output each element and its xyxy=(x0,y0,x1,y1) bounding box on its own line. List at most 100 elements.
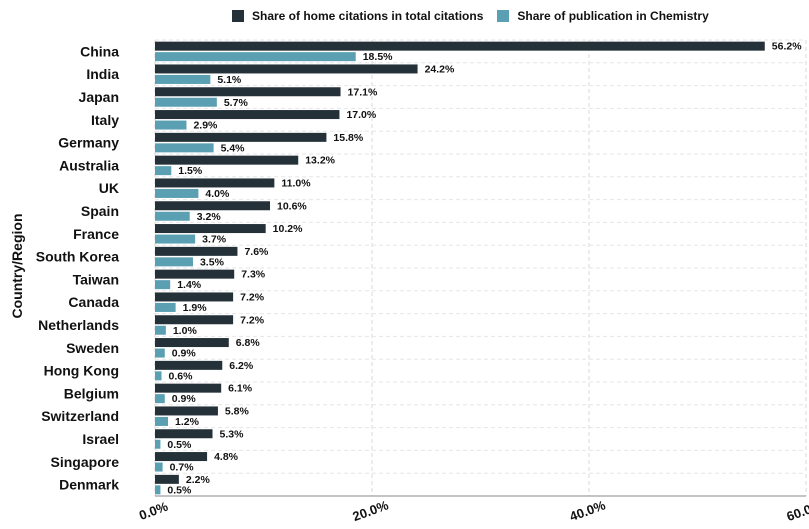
data-label-chemistry: 1.9% xyxy=(183,302,208,314)
data-label-home-citations: 4.8% xyxy=(214,451,239,463)
data-label-chemistry: 0.9% xyxy=(172,393,197,405)
data-label-chemistry: 5.1% xyxy=(217,74,242,86)
bar-home-citations xyxy=(155,110,340,120)
bar-chemistry xyxy=(155,74,211,84)
bar-home-citations xyxy=(155,315,234,325)
category-label: Hong Kong xyxy=(44,363,119,379)
data-label-home-citations: 7.2% xyxy=(240,291,265,303)
bar-chemistry xyxy=(155,143,214,153)
category-label: Canada xyxy=(68,294,119,310)
bar-chemistry xyxy=(155,485,161,495)
data-label-chemistry: 5.4% xyxy=(221,142,246,154)
category-label: Belgium xyxy=(64,385,119,401)
bar-chemistry xyxy=(155,280,171,290)
data-label-chemistry: 3.5% xyxy=(200,256,225,268)
data-label-chemistry: 2.9% xyxy=(193,120,218,132)
bar-home-citations xyxy=(155,155,299,165)
data-label-chemistry: 3.7% xyxy=(202,234,227,246)
bar-chemistry xyxy=(155,52,356,62)
bar-home-citations xyxy=(155,292,234,302)
category-label: Spain xyxy=(81,203,119,219)
bar-home-citations xyxy=(155,64,418,74)
data-label-home-citations: 6.8% xyxy=(236,337,261,349)
category-label: Netherlands xyxy=(38,317,119,333)
x-tick-label: 60.0% xyxy=(785,497,809,524)
category-label: Australia xyxy=(59,157,119,173)
bar-chemistry xyxy=(155,120,187,130)
category-label: India xyxy=(86,66,119,82)
data-label-home-citations: 7.6% xyxy=(244,246,269,258)
bar-chemistry xyxy=(155,371,162,381)
data-label-chemistry: 0.7% xyxy=(170,462,195,474)
bar-home-citations xyxy=(155,41,765,51)
category-label: Sweden xyxy=(66,340,119,356)
bar-home-citations xyxy=(155,224,266,234)
bar-chemistry xyxy=(155,325,166,335)
category-label: Denmark xyxy=(59,477,119,493)
category-label: Japan xyxy=(79,89,119,105)
data-label-chemistry: 0.6% xyxy=(169,370,194,382)
category-label: Switzerland xyxy=(41,408,119,424)
bar-home-citations xyxy=(155,201,271,211)
bar-home-citations xyxy=(155,474,179,484)
legend: Share of home citations in total citatio… xyxy=(232,9,723,23)
bar-chemistry xyxy=(155,416,169,426)
legend-item-home-citations: Share of home citations in total citatio… xyxy=(232,9,483,23)
data-label-chemistry: 1.4% xyxy=(177,279,202,291)
data-label-home-citations: 15.8% xyxy=(333,132,363,144)
bar-home-citations xyxy=(155,429,213,439)
bar-chemistry xyxy=(155,211,190,221)
bar-chemistry xyxy=(155,257,193,267)
category-label: Singapore xyxy=(51,454,120,470)
bar-home-citations xyxy=(155,246,238,256)
data-label-home-citations: 24.2% xyxy=(425,63,455,75)
data-label-home-citations: 6.2% xyxy=(229,360,254,372)
bars: 56.2% 18.5% 24.2% 5.1% 17.1% 5.7% 17.0% 2.9% 15.… xyxy=(155,41,802,496)
x-tick-label: 40.0% xyxy=(568,497,608,524)
bar-home-citations xyxy=(155,383,222,393)
bar-home-citations xyxy=(155,338,229,348)
category-label: China xyxy=(80,43,119,59)
legend-label-chemistry: Share of publication in Chemistry xyxy=(517,9,709,23)
category-label: France xyxy=(73,226,119,242)
legend-swatch-home-citations xyxy=(232,10,244,22)
y-axis-label: Country/Region xyxy=(9,214,25,319)
bar-chemistry xyxy=(155,348,165,358)
data-label-chemistry: 0.5% xyxy=(167,439,192,451)
data-label-chemistry: 0.9% xyxy=(172,348,197,360)
data-label-home-citations: 5.8% xyxy=(225,405,250,417)
bar-home-citations xyxy=(155,87,341,97)
bar-chemistry xyxy=(155,439,161,449)
category-label: Germany xyxy=(58,135,119,151)
data-label-home-citations: 11.0% xyxy=(281,177,311,189)
bar-chemistry xyxy=(155,462,163,472)
data-label-chemistry: 4.0% xyxy=(205,188,230,200)
gridlines xyxy=(154,39,807,497)
data-label-chemistry: 5.7% xyxy=(224,97,249,109)
data-label-chemistry: 1.5% xyxy=(178,165,203,177)
data-label-chemistry: 1.0% xyxy=(173,325,198,337)
data-label-home-citations: 7.2% xyxy=(240,314,265,326)
data-label-chemistry: 3.2% xyxy=(197,211,222,223)
bar-chemistry xyxy=(155,394,165,404)
bar-home-citations xyxy=(155,178,275,188)
data-label-home-citations: 7.3% xyxy=(241,269,266,281)
bar-chemistry xyxy=(155,166,172,176)
data-label-home-citations: 5.3% xyxy=(220,428,245,440)
bar-chemistry xyxy=(155,188,199,198)
data-label-chemistry: 0.5% xyxy=(167,484,192,496)
data-label-home-citations: 17.0% xyxy=(346,109,376,121)
bar-chemistry xyxy=(155,302,176,312)
data-label-home-citations: 13.2% xyxy=(305,155,335,167)
data-label-home-citations: 10.6% xyxy=(277,200,307,212)
x-tick-label: 20.0% xyxy=(351,497,391,524)
data-label-home-citations: 17.1% xyxy=(348,86,378,98)
x-tick-label: 0.0% xyxy=(137,499,170,523)
data-label-home-citations: 10.2% xyxy=(273,223,303,235)
bar-home-citations xyxy=(155,269,235,279)
bar-home-citations xyxy=(155,360,223,370)
category-label: UK xyxy=(99,180,119,196)
data-label-chemistry: 18.5% xyxy=(363,51,393,63)
category-labels: China India Japan Italy Germany Australia UK Sp… xyxy=(36,43,119,492)
legend-label-home-citations: Share of home citations in total citatio… xyxy=(252,9,484,23)
